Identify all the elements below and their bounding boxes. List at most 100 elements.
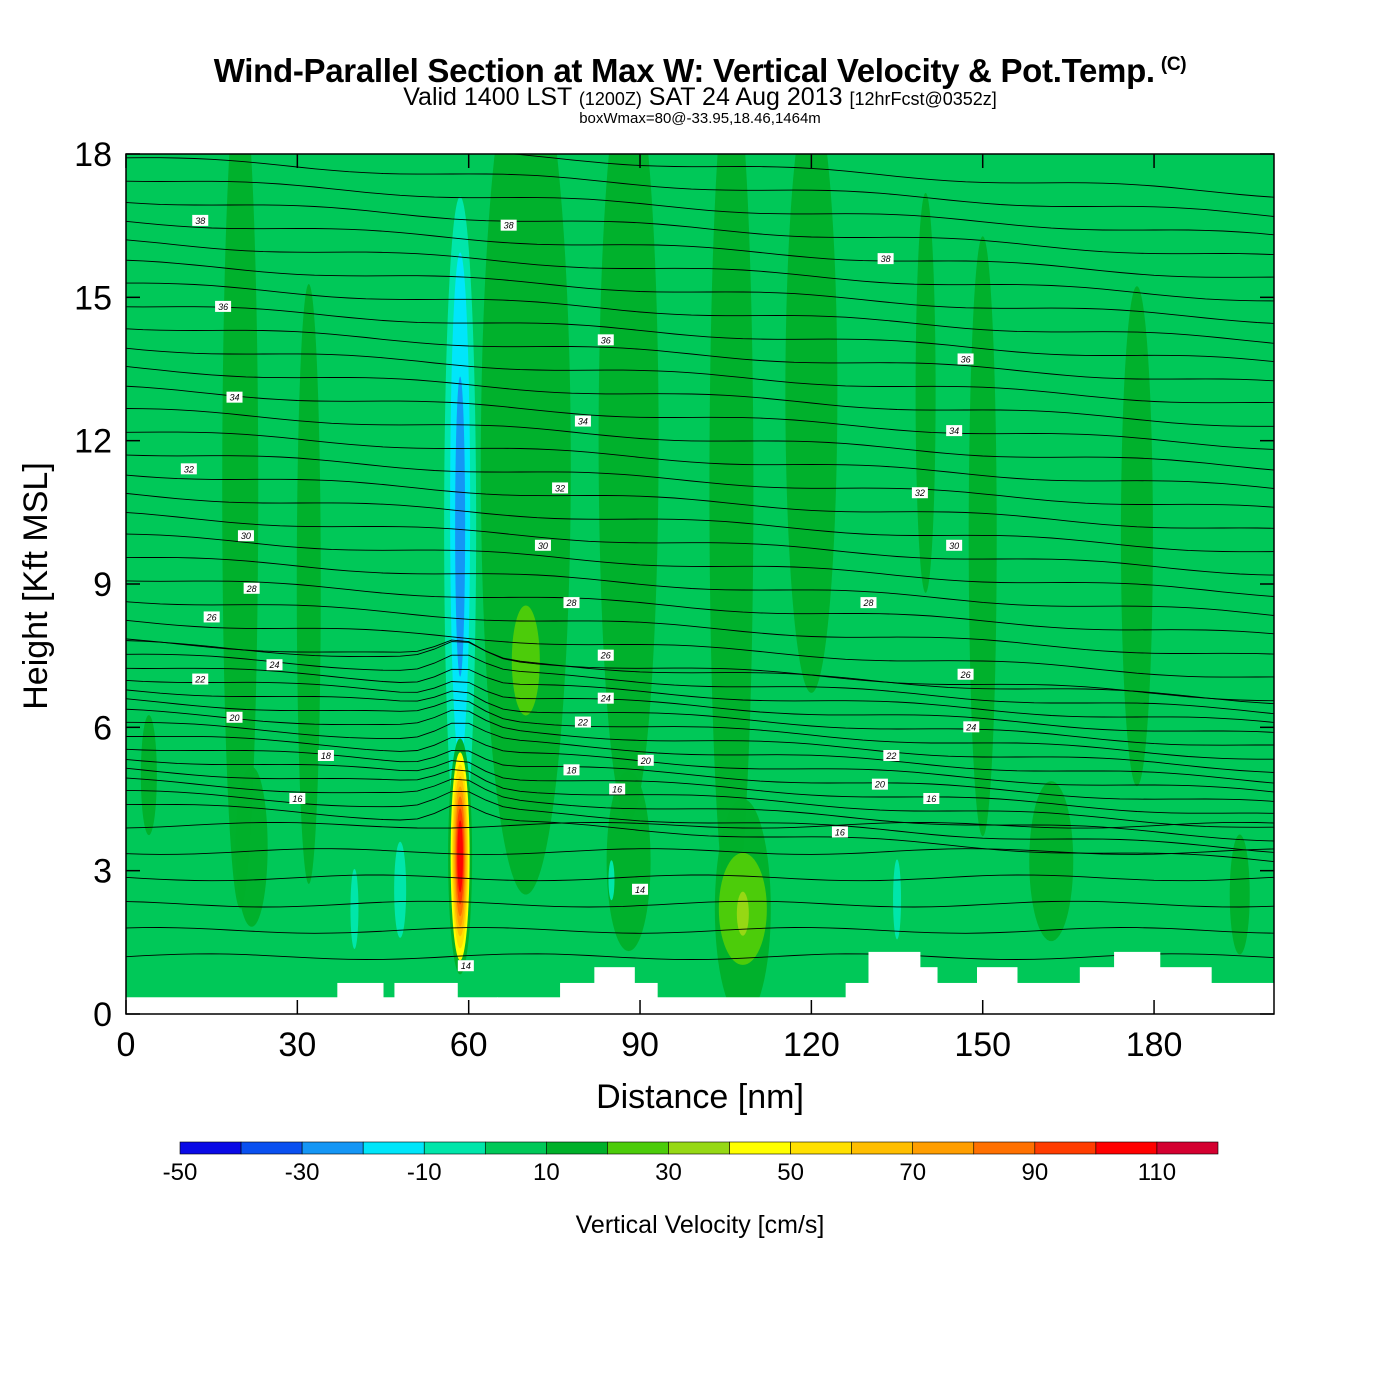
svg-text:24: 24 [600, 694, 611, 704]
x-tick-label: 30 [278, 1026, 316, 1064]
y-axis-label: Height [Kft MSL] [17, 462, 55, 710]
colorbar-swatch [607, 1141, 669, 1155]
svg-text:16: 16 [926, 794, 936, 804]
svg-text:24: 24 [268, 660, 279, 670]
svg-text:20: 20 [874, 780, 885, 790]
positive-band [598, 154, 659, 821]
terrain-segment [126, 997, 338, 1014]
svg-text:36: 36 [961, 354, 971, 364]
y-tick-label: 3 [93, 853, 112, 891]
svg-text:16: 16 [835, 827, 845, 837]
theta-contour-line [126, 220, 1274, 278]
positive-band [480, 154, 571, 895]
svg-text:34: 34 [230, 393, 240, 403]
theta-contour-label: 18 [563, 764, 580, 776]
theta-contour-label: 16 [923, 793, 940, 804]
theta-contour-label: 28 [243, 582, 260, 594]
theta-contour-line [126, 821, 1274, 829]
theta-contour-label: 16 [831, 826, 848, 838]
positive-band [1229, 834, 1250, 955]
theta-contour-label: 20 [226, 711, 243, 723]
terrain-segment [937, 982, 978, 1014]
svg-text:20: 20 [640, 756, 651, 766]
terrain-segment [1159, 967, 1212, 1014]
x-tick-label: 120 [783, 1026, 840, 1064]
box-info: boxWmax=80@-33.95,18.46,1464m [579, 110, 821, 127]
terrain-segment [394, 982, 458, 1014]
colorbar-tick-label: -10 [407, 1159, 442, 1186]
theta-contour-line [126, 202, 1274, 256]
positive-band [140, 715, 157, 836]
theta-contour-line [126, 698, 1274, 760]
theta-contour-label: 38 [192, 214, 209, 226]
positive-band [606, 771, 651, 952]
terrain-segment [868, 951, 921, 1014]
svg-text:34: 34 [578, 417, 588, 427]
theta-contour-line [126, 900, 1274, 908]
colorbar-tick-label: 70 [899, 1159, 926, 1186]
theta-contour-line [126, 239, 1274, 302]
svg-text:22: 22 [194, 675, 205, 685]
svg-text:28: 28 [246, 584, 257, 594]
theta-contour-line [126, 689, 1274, 746]
colorbar-swatch [1095, 1141, 1158, 1155]
svg-text:36: 36 [218, 302, 228, 312]
svg-text:26: 26 [600, 651, 611, 661]
svg-text:30: 30 [538, 541, 548, 551]
svg-text:32: 32 [184, 464, 194, 474]
colorbar-swatch [729, 1141, 791, 1155]
colorbar-tick-label: 30 [655, 1159, 682, 1186]
colorbar-swatch [546, 1141, 608, 1155]
chart-title: Wind-Parallel Section at Max W: Vertical… [213, 52, 1187, 89]
theta-contour-label: 30 [237, 530, 254, 542]
colorbar-swatch [1156, 1141, 1219, 1155]
theta-contour-line [126, 638, 1274, 702]
theta-contour-line [126, 679, 1274, 733]
theta-contour-line [126, 667, 1274, 723]
terrain-segment [977, 967, 1018, 1014]
colorbar-swatch [179, 1141, 242, 1155]
colorbar-swatch [973, 1141, 1036, 1155]
svg-text:16: 16 [612, 784, 622, 794]
downdraft-cell [893, 859, 902, 940]
theta-contour-line [126, 653, 1274, 715]
theta-contour-label: 14 [457, 960, 474, 972]
y-tick-label: 0 [93, 996, 112, 1034]
colorbar-swatch [362, 1141, 425, 1155]
theta-contour-line [126, 328, 1274, 382]
theta-contour-line [126, 708, 1274, 773]
theta-contour-label: 28 [563, 597, 580, 609]
terrain-segment [383, 997, 395, 1014]
x-tick-label: 0 [117, 1026, 136, 1064]
theta-contour-label: 22 [883, 750, 900, 761]
theta-contour-label: 16 [609, 783, 626, 795]
theta-contour-line [126, 282, 1274, 344]
theta-contour-label: 34 [574, 415, 591, 427]
theta-contour-label: 30 [534, 539, 551, 551]
theta-contour-line [126, 748, 1274, 802]
terrain-segment [845, 982, 869, 1014]
theta-contour-line [126, 777, 1274, 842]
x-tick-label: 150 [954, 1026, 1011, 1064]
x-tick-label: 90 [621, 1026, 659, 1064]
theta-contour-line [126, 474, 1274, 529]
svg-text:14: 14 [635, 885, 645, 895]
theta-contour-line [126, 180, 1274, 236]
theta-contour-label: 26 [597, 649, 614, 661]
theta-contour-line [126, 492, 1274, 553]
valid-utc: (1200Z) [578, 89, 642, 109]
svg-text:18: 18 [321, 751, 331, 761]
theta-contour-label: 18 [317, 750, 334, 761]
theta-contour-line [126, 259, 1274, 324]
svg-text:30: 30 [949, 541, 959, 551]
theta-contour-label: 24 [963, 721, 980, 733]
colorbar-tick-label: 10 [533, 1159, 560, 1186]
theta-contour-label: 30 [946, 539, 963, 551]
y-tick-label: 18 [74, 136, 112, 174]
colorbar-swatch [1034, 1141, 1097, 1155]
theta-contour-line [126, 789, 1274, 853]
svg-text:32: 32 [555, 483, 565, 493]
y-tick-label: 12 [74, 423, 112, 461]
theta-contour-label: 38 [877, 253, 894, 265]
